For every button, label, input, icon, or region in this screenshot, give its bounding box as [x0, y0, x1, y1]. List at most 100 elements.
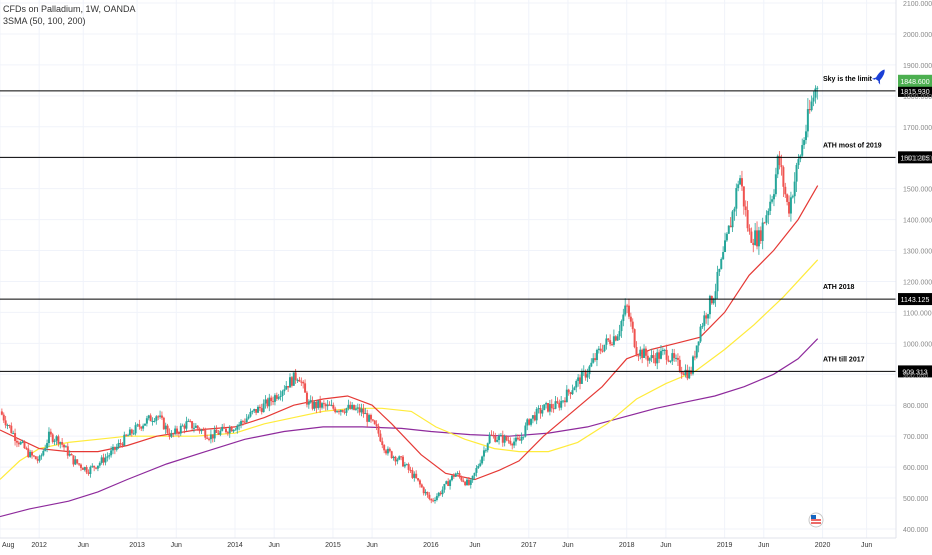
candle-body: [473, 472, 476, 476]
candle-body: [816, 87, 819, 89]
candle-body: [605, 338, 608, 345]
candle-body: [432, 500, 435, 502]
candle-body: [296, 379, 299, 381]
candle-body: [714, 291, 717, 300]
candle-body: [697, 341, 700, 346]
candle-body: [311, 400, 314, 409]
candle-body: [492, 435, 495, 437]
candle-body: [74, 459, 77, 465]
chart-title: CFDs on Palladium, 1W, OANDA: [3, 4, 136, 14]
candle-body: [268, 397, 271, 407]
candle-body: [597, 348, 600, 350]
candle-body: [434, 499, 437, 501]
candle-body: [776, 155, 779, 175]
candle-body: [123, 434, 126, 446]
candle-body: [183, 425, 186, 429]
candle-body: [639, 349, 642, 356]
grid-layer: [0, 0, 896, 538]
candle-body: [153, 420, 156, 422]
candle-body: [710, 295, 713, 304]
candle-body: [592, 358, 595, 363]
candle-body: [42, 450, 45, 456]
candle-body: [437, 492, 440, 497]
candle-body: [771, 199, 774, 202]
level-layer: 1815.930 Sky is the limit 1601.205 ATH most…: [0, 74, 932, 378]
candle-body: [260, 408, 263, 413]
candle-body: [379, 433, 382, 442]
candle-body: [298, 379, 301, 382]
candle-body: [353, 404, 356, 410]
candle-body: [53, 440, 56, 442]
rocket-icon: [871, 69, 885, 85]
candle-body: [354, 408, 357, 410]
candle-body: [177, 433, 180, 435]
candle-body: [652, 355, 655, 359]
candle-body: [66, 446, 69, 456]
candle-body: [744, 206, 747, 211]
candle-body: [224, 428, 227, 433]
candle-body: [25, 448, 28, 450]
candle-body: [475, 468, 478, 473]
candle-body: [482, 450, 485, 457]
sma100-line: [0, 259, 819, 480]
candle-body: [742, 186, 745, 207]
candle-body: [266, 399, 269, 407]
candle-body: [803, 140, 806, 146]
candle-body: [64, 446, 67, 448]
candle-body: [507, 440, 510, 442]
x-tick-label: Jun: [562, 542, 573, 549]
candle-body: [206, 437, 209, 439]
y-tick-label: 700.000: [903, 434, 928, 441]
last-price-label: 1848.600: [900, 79, 929, 86]
y-tick-label: 1500.000: [903, 187, 932, 194]
candle-body: [219, 430, 222, 435]
candle-body: [390, 451, 393, 459]
candle-body: [72, 455, 75, 465]
candle-body: [381, 441, 384, 446]
candle-body: [684, 369, 687, 375]
candle-body: [221, 426, 224, 431]
candle-body: [673, 353, 676, 359]
candle-body: [15, 440, 18, 443]
candle-body: [234, 429, 237, 431]
level-price-label: 1601.205: [900, 155, 929, 162]
candle-body: [575, 380, 578, 388]
candle-body: [29, 451, 32, 458]
candle-body: [441, 489, 444, 495]
x-tick-label: Jun: [78, 542, 89, 549]
candle-body: [256, 406, 259, 413]
candle-body: [341, 410, 344, 412]
candle-body: [573, 387, 576, 391]
candle-body: [23, 441, 26, 449]
candle-body: [176, 428, 179, 434]
candle-body: [462, 480, 465, 482]
candle-body: [769, 201, 772, 211]
candle-body: [467, 479, 470, 485]
candle-body: [450, 475, 453, 481]
x-tick-label: 2017: [521, 542, 537, 549]
candle-body: [643, 348, 646, 358]
candle-body: [631, 321, 634, 330]
candle-body: [377, 426, 380, 434]
level-price-tag: [898, 365, 932, 378]
candle-body: [132, 433, 135, 435]
candle-body: [185, 421, 188, 429]
candle-body: [526, 419, 529, 426]
x-tick-label: Jun: [758, 542, 769, 549]
candle-body: [658, 352, 661, 359]
candle-body: [117, 443, 120, 447]
candle-body: [61, 442, 64, 445]
candle-body: [87, 472, 90, 474]
candle-body: [654, 358, 657, 364]
y-tick-label: 2100.000: [903, 1, 932, 8]
candle-body: [426, 491, 429, 495]
candle-body: [328, 404, 331, 406]
candle-body: [343, 411, 346, 413]
candle-body: [147, 415, 150, 419]
candle-body: [548, 404, 551, 412]
indicator-label: 3SMA (50, 100, 200): [3, 16, 86, 26]
tradingview-logo-icon: [808, 512, 824, 528]
candle-body: [283, 389, 286, 392]
